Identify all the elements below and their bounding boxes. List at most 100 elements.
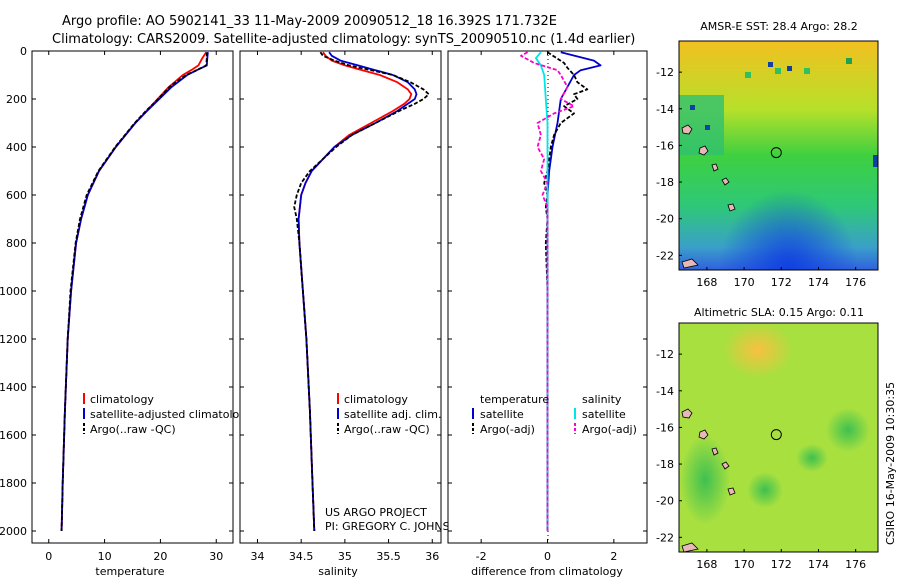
y-tick-label: 0 [20, 45, 27, 58]
sst-map-title: AMSR-E SST: 28.4 Argo: 28.2 [700, 20, 858, 33]
salinity-legend: climatology satellite adj. clim. Argo(..… [337, 393, 441, 436]
x-tick-label: 35.5 [376, 550, 401, 563]
x-tick-label: 20 [153, 550, 167, 563]
salinity-ticks: 34 34.5 35 35.5 36 [240, 50, 441, 563]
map-y-tick-label: -22 [656, 249, 674, 262]
map-x-tick-label: 172 [771, 276, 792, 289]
map-x-tick-label: 170 [734, 558, 755, 571]
legend-temp-argo: Argo(-adj) [480, 423, 535, 436]
legend-header-temperature: temperature [480, 393, 549, 406]
temperature-series [60, 51, 209, 532]
salinity-series [293, 51, 430, 532]
y-tick-label: 600 [6, 189, 27, 202]
map-x-tick-label: 172 [771, 558, 792, 571]
sla-islands [681, 408, 736, 553]
map-y-tick-label: -14 [656, 103, 674, 116]
series-line-argo-raw-qc [60, 52, 208, 532]
sla-argo-float-marker [770, 429, 782, 441]
project-line2: PI: GREGORY C. JOHNSON [325, 520, 466, 533]
sla-low-patch-4 [796, 444, 828, 472]
sst-pixel-noise [690, 58, 878, 167]
salinity-profile-panel: 34 34.5 35 35.5 36 salinity climatology sate… [239, 50, 466, 578]
sst-argo-float-marker [770, 147, 782, 159]
map-y-tick-label: -20 [656, 213, 674, 226]
project-line1: US ARGO PROJECT [325, 506, 427, 519]
side-timestamp: CSIRO 16-May-2009 10:30:35 [884, 382, 897, 545]
temperature-ticks: 0 10 20 30 0 200 400 600 800 1000 1200 1400 1600 1800… [0, 45, 233, 563]
map-y-tick-label: -20 [656, 495, 674, 508]
sst-map-frame [678, 40, 879, 271]
difference-profile-panel: -2 0 2 difference from climatology tempera… [447, 50, 648, 578]
map-x-tick-label: 176 [845, 558, 866, 571]
sla-low-patch-1 [680, 435, 730, 525]
sst-islands [681, 124, 736, 269]
y-tick-label: 1000 [0, 285, 27, 298]
x-tick-label: -2 [476, 550, 487, 563]
x-tick-label: 30 [209, 550, 223, 563]
legend-header-salinity: salinity [582, 393, 622, 406]
y-tick-label: 1200 [0, 333, 27, 346]
legend-temp-satellite: satellite [480, 408, 524, 421]
x-tick-label: 35 [338, 550, 352, 563]
sla-map-title: Altimetric SLA: 0.15 Argo: 0.11 [694, 306, 864, 319]
legend-climatology: climatology [90, 393, 154, 406]
x-tick-label: 0 [544, 550, 551, 563]
y-tick-label: 2000 [0, 525, 27, 538]
sst-map-ticks: 168 170 172 174 176 -12 -14 -16 -18 -20 -22 [656, 66, 866, 289]
x-tick-label: 2 [610, 550, 617, 563]
legend-sal-argo: Argo(-adj) [582, 423, 637, 436]
temperature-profile-panel: 0 10 20 30 0 200 400 600 800 1000 1200 1400 1600 1800… [0, 45, 253, 578]
difference-series [520, 51, 602, 531]
y-tick-label: 400 [6, 141, 27, 154]
map-y-tick-label: -18 [656, 176, 674, 189]
difference-legend: temperature salinity satellite Argo(-adj… [472, 393, 637, 436]
legend-argo: Argo(..raw -QC) [90, 423, 176, 436]
difference-xlabel: difference from climatology [471, 565, 623, 578]
map-x-tick-label: 174 [808, 276, 829, 289]
series-line-salinity-argo-adj [520, 51, 575, 531]
y-tick-label: 200 [6, 93, 27, 106]
temperature-legend: climatology satellite-adjusted climatolo… [83, 393, 253, 436]
map-y-tick-label: -22 [656, 531, 674, 544]
x-tick-label: 34 [250, 550, 264, 563]
map-y-tick-label: -12 [656, 66, 674, 79]
x-tick-label: 10 [98, 550, 112, 563]
x-tick-label: 36 [425, 550, 439, 563]
figure-title-line2: Climatology: CARS2009. Satellite-adjuste… [52, 32, 635, 47]
sst-coastal-patch [679, 95, 724, 155]
map-y-tick-label: -18 [656, 458, 674, 471]
sla-high-patch [723, 322, 793, 378]
map-y-tick-label: -14 [656, 385, 674, 398]
temperature-axes-frame [31, 50, 234, 544]
y-tick-label: 800 [6, 237, 27, 250]
map-x-tick-label: 174 [808, 558, 829, 571]
map-y-tick-label: -12 [656, 348, 674, 361]
map-y-tick-label: -16 [656, 421, 674, 434]
map-x-tick-label: 176 [845, 276, 866, 289]
map-x-tick-label: 168 [696, 558, 717, 571]
series-line-temperature-argo-adj [543, 51, 589, 531]
map-x-tick-label: 170 [734, 276, 755, 289]
sla-map-frame [678, 322, 879, 553]
sla-low-patch-2 [747, 472, 783, 508]
y-tick-label: 1800 [0, 477, 27, 490]
legend-satellite-adj: satellite adj. clim. [344, 408, 441, 421]
sla-map-ticks: 168 170 172 174 176 -12 -14 -16 -18 -20 -22 [656, 348, 866, 571]
map-x-tick-label: 168 [696, 276, 717, 289]
sst-map: AMSR-E SST: 28.4 Argo: 28.2 168 170 172 174… [656, 20, 879, 289]
figure-title-line1: Argo profile: AO 5902141_33 11-May-2009 … [62, 14, 557, 29]
salinity-xlabel: salinity [318, 565, 358, 578]
x-tick-label: 0 [45, 550, 52, 563]
x-tick-label: 34.5 [289, 550, 314, 563]
map-y-tick-label: -16 [656, 139, 674, 152]
legend-sal-satellite: satellite [582, 408, 626, 421]
y-tick-label: 1400 [0, 381, 27, 394]
salinity-axes-frame [239, 50, 442, 544]
temperature-xlabel: temperature [95, 565, 164, 578]
series-line-argo-raw-qc [293, 51, 430, 532]
sla-map: Altimetric SLA: 0.15 Argo: 0.11 168 170 17… [656, 306, 879, 571]
y-tick-label: 1600 [0, 429, 27, 442]
difference-ticks: -2 0 2 [448, 50, 647, 563]
legend-climatology: climatology [344, 393, 408, 406]
